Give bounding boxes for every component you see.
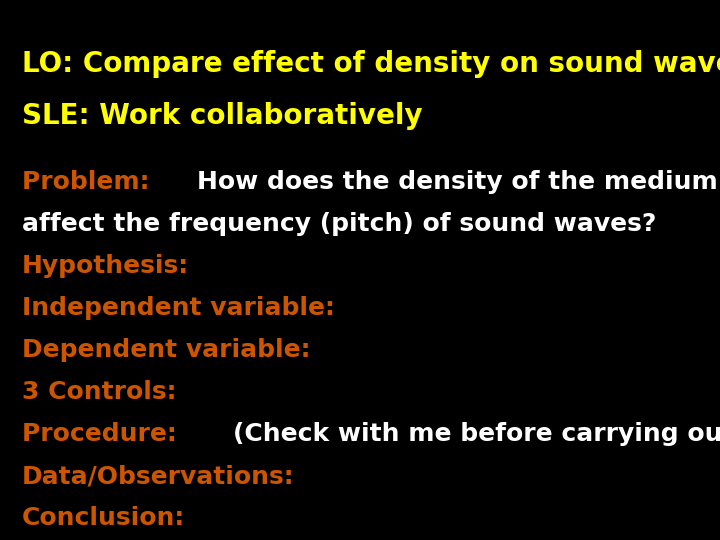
- Text: Procedure:: Procedure:: [22, 422, 185, 446]
- Text: 3 Controls:: 3 Controls:: [22, 380, 176, 404]
- Text: Problem:: Problem:: [22, 170, 158, 194]
- Text: Conclusion:: Conclusion:: [22, 506, 185, 530]
- Text: (Check with me before carrying out): (Check with me before carrying out): [233, 422, 720, 446]
- Text: Hypothesis:: Hypothesis:: [22, 254, 189, 278]
- Text: SLE: Work collaboratively: SLE: Work collaboratively: [22, 102, 422, 130]
- Text: LO: Compare effect of density on sound waves: LO: Compare effect of density on sound w…: [22, 50, 720, 78]
- Text: Data/Observations:: Data/Observations:: [22, 464, 294, 488]
- Text: affect the frequency (pitch) of sound waves?: affect the frequency (pitch) of sound wa…: [22, 212, 656, 236]
- Text: How does the density of the medium: How does the density of the medium: [197, 170, 718, 194]
- Text: Dependent variable:: Dependent variable:: [22, 338, 310, 362]
- Text: Independent variable:: Independent variable:: [22, 296, 335, 320]
